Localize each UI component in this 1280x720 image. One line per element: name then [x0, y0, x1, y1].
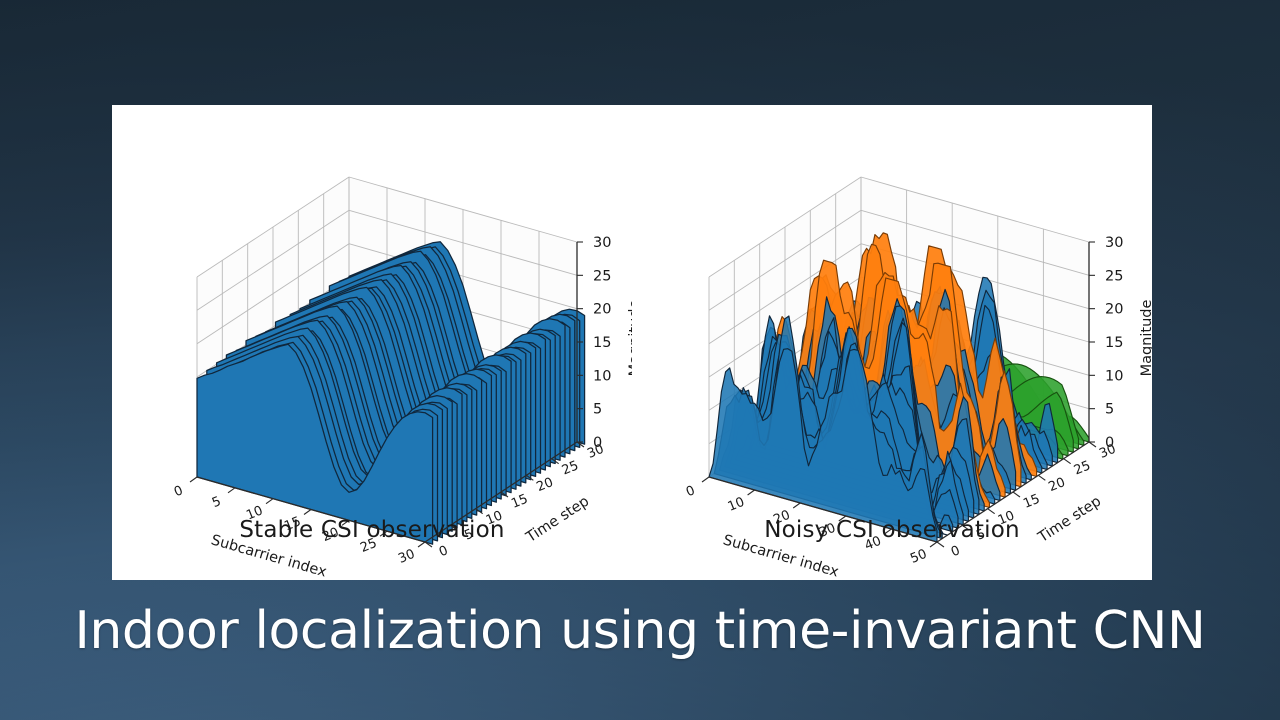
svg-text:0: 0: [593, 435, 602, 451]
svg-text:50: 50: [908, 547, 929, 567]
svg-text:15: 15: [1105, 335, 1123, 351]
svg-text:20: 20: [1047, 475, 1068, 495]
svg-text:25: 25: [1105, 268, 1123, 284]
svg-text:30: 30: [1097, 442, 1118, 462]
svg-text:5: 5: [210, 494, 223, 511]
slide-title: Indoor localization using time-invariant…: [74, 601, 1206, 661]
svg-text:30: 30: [585, 442, 606, 462]
chart-noisy-csi: 0 10 20 30 40 50 Subcarrier index 0 5 10 15 20 25 30 T…: [632, 105, 1152, 580]
svg-text:0: 0: [949, 543, 962, 560]
svg-text:15: 15: [509, 492, 530, 512]
svg-text:40: 40: [863, 534, 884, 554]
svg-text:10: 10: [484, 508, 505, 528]
svg-text:Magnitude: Magnitude: [1139, 300, 1152, 377]
svg-text:15: 15: [1021, 492, 1042, 512]
svg-text:30: 30: [593, 235, 611, 251]
svg-text:15: 15: [593, 335, 611, 351]
svg-text:0: 0: [437, 543, 450, 560]
svg-text:10: 10: [996, 508, 1017, 528]
svg-text:0: 0: [1105, 435, 1114, 451]
svg-text:20: 20: [771, 508, 792, 528]
chart-caption-noisy: Noisy CSI observation: [764, 517, 1020, 543]
svg-text:25: 25: [1072, 458, 1093, 478]
svg-text:20: 20: [593, 302, 611, 318]
svg-text:20: 20: [320, 525, 341, 545]
svg-text:10: 10: [593, 368, 611, 384]
svg-text:0: 0: [172, 483, 185, 500]
svg-text:5: 5: [593, 402, 602, 418]
svg-text:20: 20: [1105, 302, 1123, 318]
svg-text:30: 30: [396, 547, 417, 567]
svg-text:25: 25: [593, 268, 611, 284]
svg-text:20: 20: [535, 475, 556, 495]
svg-text:0: 0: [684, 483, 697, 500]
svg-text:25: 25: [560, 458, 581, 478]
svg-text:25: 25: [358, 536, 379, 556]
figure-panel: 0 5 10 15 20 25 30 Subcarrier index 0 5 10 15 20 25 30…: [112, 105, 1152, 580]
svg-text:30: 30: [817, 521, 838, 541]
svg-text:Magnitude: Magnitude: [627, 300, 632, 377]
svg-text:10: 10: [726, 495, 747, 515]
svg-text:5: 5: [1105, 402, 1114, 418]
chart-stable-csi: 0 5 10 15 20 25 30 Subcarrier index 0 5 10 15 20 25 30…: [112, 105, 632, 580]
svg-text:10: 10: [244, 503, 265, 523]
svg-text:10: 10: [1105, 368, 1123, 384]
svg-text:15: 15: [282, 514, 303, 534]
svg-text:30: 30: [1105, 235, 1123, 251]
chart-caption-stable: Stable CSI observation: [239, 517, 505, 543]
